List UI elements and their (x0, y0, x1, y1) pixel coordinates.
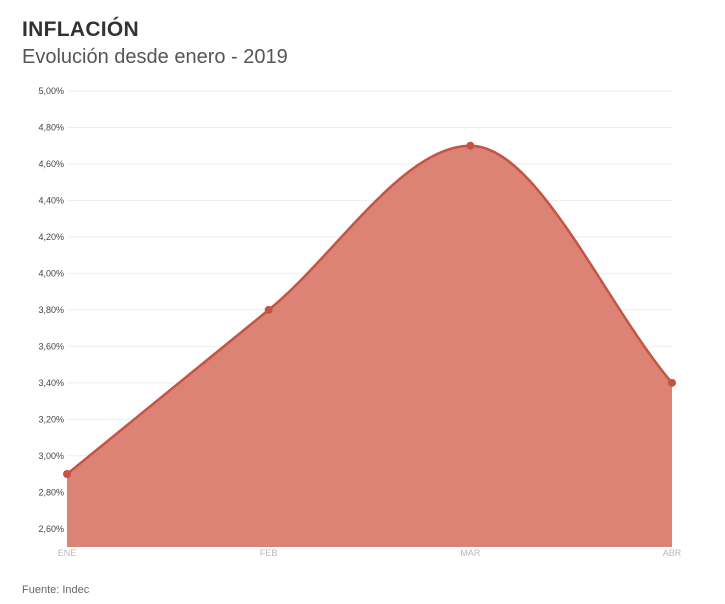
data-point-feb[interactable] (264, 305, 273, 314)
y-tick-label: 3,80% (38, 305, 64, 315)
y-tick-label: 4,40% (38, 195, 64, 205)
x-tick-label: MAR (460, 548, 481, 558)
y-axis-labels: 2,60% 2,80% 3,00% 3,20% 3,40% 3,60% 3,80% 4,00%… (38, 86, 64, 534)
y-tick-label: 4,60% (38, 159, 64, 169)
data-point-abr[interactable] (668, 378, 676, 387)
x-tick-label: ENE (58, 548, 77, 558)
y-tick-label: 5,00% (38, 86, 64, 96)
area-fill (67, 145, 672, 547)
x-tick-label: ABR (663, 548, 682, 558)
y-tick-label: 2,60% (38, 524, 64, 534)
source-note: Fuente: Indec (22, 584, 90, 596)
y-tick-label: 3,20% (38, 414, 64, 424)
y-tick-label: 3,60% (38, 341, 64, 351)
y-tick-label: 4,00% (38, 268, 64, 278)
y-tick-label: 3,40% (38, 378, 64, 388)
data-point-ene[interactable] (63, 470, 71, 479)
chart-title: INFLACIÓN (22, 18, 140, 41)
data-points (63, 141, 676, 479)
y-tick-label: 4,20% (38, 232, 64, 242)
data-point-mar[interactable] (466, 141, 475, 150)
x-axis-labels: ENE FEB MAR ABR (58, 548, 682, 558)
y-tick-label: 4,80% (38, 122, 64, 132)
x-tick-label: FEB (260, 548, 278, 558)
y-tick-label: 2,80% (38, 487, 64, 497)
y-tick-label: 3,00% (38, 451, 64, 461)
series-line (66, 144, 673, 476)
chart-subtitle: Evolución desde enero - 2019 (22, 46, 288, 68)
